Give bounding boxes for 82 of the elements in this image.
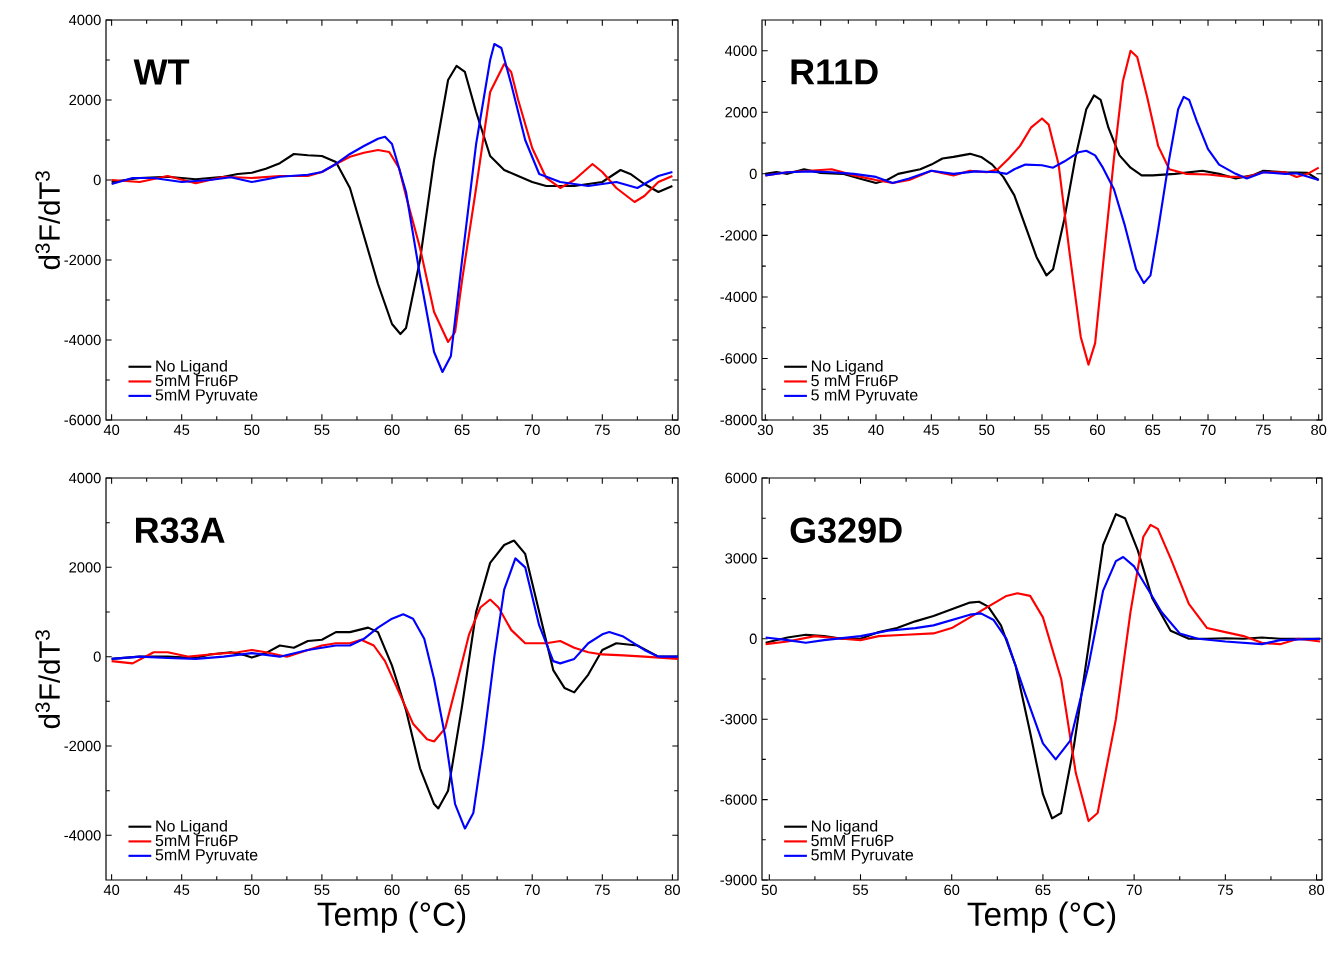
y-tick-label: -2000 (64, 254, 101, 266)
legend-label: No Ligand (811, 359, 883, 375)
y-tick-label: 4000 (69, 472, 101, 484)
legend-label: 5mM Pyruvate (155, 849, 258, 864)
y-tick-label: 4000 (725, 45, 757, 56)
x-tick-label: 75 (1255, 424, 1271, 435)
x-tick-label: 60 (1089, 424, 1105, 436)
x-tick-label: 45 (923, 424, 939, 435)
x-tick-label: 65 (454, 424, 470, 436)
x-tick-label: 30 (757, 424, 773, 436)
y-tick-label: 0 (749, 633, 757, 644)
text: R11D (791, 59, 878, 85)
y-tick-label: -6000 (720, 353, 757, 364)
x-tick-label: 45 (173, 884, 190, 895)
x-tick-label: 40 (103, 424, 120, 436)
x-tick-label: 50 (244, 424, 260, 436)
y-tick-label: 3000 (725, 553, 757, 564)
legend-label: 5mM Pyruvate (155, 389, 258, 404)
y-tick-label: -3000 (720, 714, 757, 725)
y-tick-label: -2000 (720, 230, 757, 241)
y-tick-label: -9000 (720, 874, 757, 886)
x-tick-label: 70 (524, 884, 540, 896)
legend-label: No Ligand (156, 359, 227, 375)
x-tick-label: 50 (979, 424, 995, 436)
text: G329D (790, 517, 902, 544)
x-tick-label: 55 (314, 424, 330, 435)
y-tick-label: 0 (93, 174, 101, 186)
x-tick-label: 70 (524, 424, 540, 436)
x-tick-label: 60 (944, 884, 960, 896)
legend-label: 5mM Fru6P (811, 834, 894, 847)
x-tick-label: 75 (1217, 884, 1233, 895)
legend-label: 5mM Fru6P (155, 374, 238, 387)
y-tick-label: -6000 (720, 794, 757, 805)
text: WT (133, 59, 190, 85)
legend-label: 5 mM Fru6P (811, 374, 898, 387)
x-tick-label: 80 (664, 424, 680, 436)
y-tick-label: -2000 (64, 740, 101, 752)
x-tick-label: 55 (1034, 424, 1050, 435)
line-series (110, 42, 674, 374)
x-tick-label: 55 (314, 884, 330, 895)
y-tick-label: 2000 (725, 107, 757, 118)
legend-label: No ligand (811, 819, 878, 835)
x-axis-title: Temp (°C) (317, 901, 466, 933)
x-axis-title: Temp (°C) (967, 901, 1116, 933)
y-tick-label: -4000 (720, 291, 757, 303)
legend-label: No Ligand (156, 819, 227, 835)
y-tick-label: 2000 (69, 94, 101, 106)
x-tick-label: 80 (664, 884, 680, 896)
x-tick-label: 75 (594, 884, 610, 895)
y-tick-label: -6000 (64, 414, 101, 426)
x-tick-label: 50 (244, 884, 260, 896)
x-tick-label: 75 (594, 424, 610, 435)
x-tick-label: 60 (384, 884, 400, 896)
x-tick-label: 80 (1311, 424, 1327, 436)
x-tick-label: 50 (761, 884, 777, 896)
y-tick-label: -8000 (720, 414, 757, 426)
y-axis-title: d$^{3}$F/dT$^{3}$ (35, 171, 60, 270)
y-tick-label: 6000 (725, 472, 757, 484)
legend-label: 5mM Pyruvate (811, 849, 914, 864)
x-tick-label: 80 (1309, 884, 1325, 896)
x-tick-label: 40 (868, 424, 884, 436)
x-tick-label: 65 (1145, 424, 1161, 436)
x-tick-label: 40 (103, 884, 120, 896)
x-tick-label: 65 (454, 884, 470, 896)
text: R33A (135, 517, 225, 544)
y-tick-label: 0 (93, 651, 101, 662)
y-axis-title: d$^{3}$F/dT$^{3}$ (35, 630, 60, 729)
x-tick-label: 35 (813, 424, 829, 436)
line-series (110, 598, 679, 743)
x-tick-label: 65 (1035, 884, 1051, 896)
y-tick-label: -4000 (64, 830, 101, 841)
y-tick-label: 4000 (69, 14, 101, 26)
x-tick-label: 60 (384, 424, 400, 436)
x-tick-label: 70 (1126, 884, 1142, 896)
x-tick-label: 45 (173, 424, 190, 435)
legend-label: 5mM Fru6P (155, 834, 238, 847)
legend-label: 5 mM Pyruvate (811, 389, 918, 404)
y-tick-label: 2000 (69, 562, 101, 573)
x-tick-label: 55 (852, 884, 869, 895)
x-tick-label: 70 (1200, 424, 1216, 436)
y-tick-label: 0 (749, 168, 757, 180)
y-tick-label: -4000 (64, 334, 101, 346)
